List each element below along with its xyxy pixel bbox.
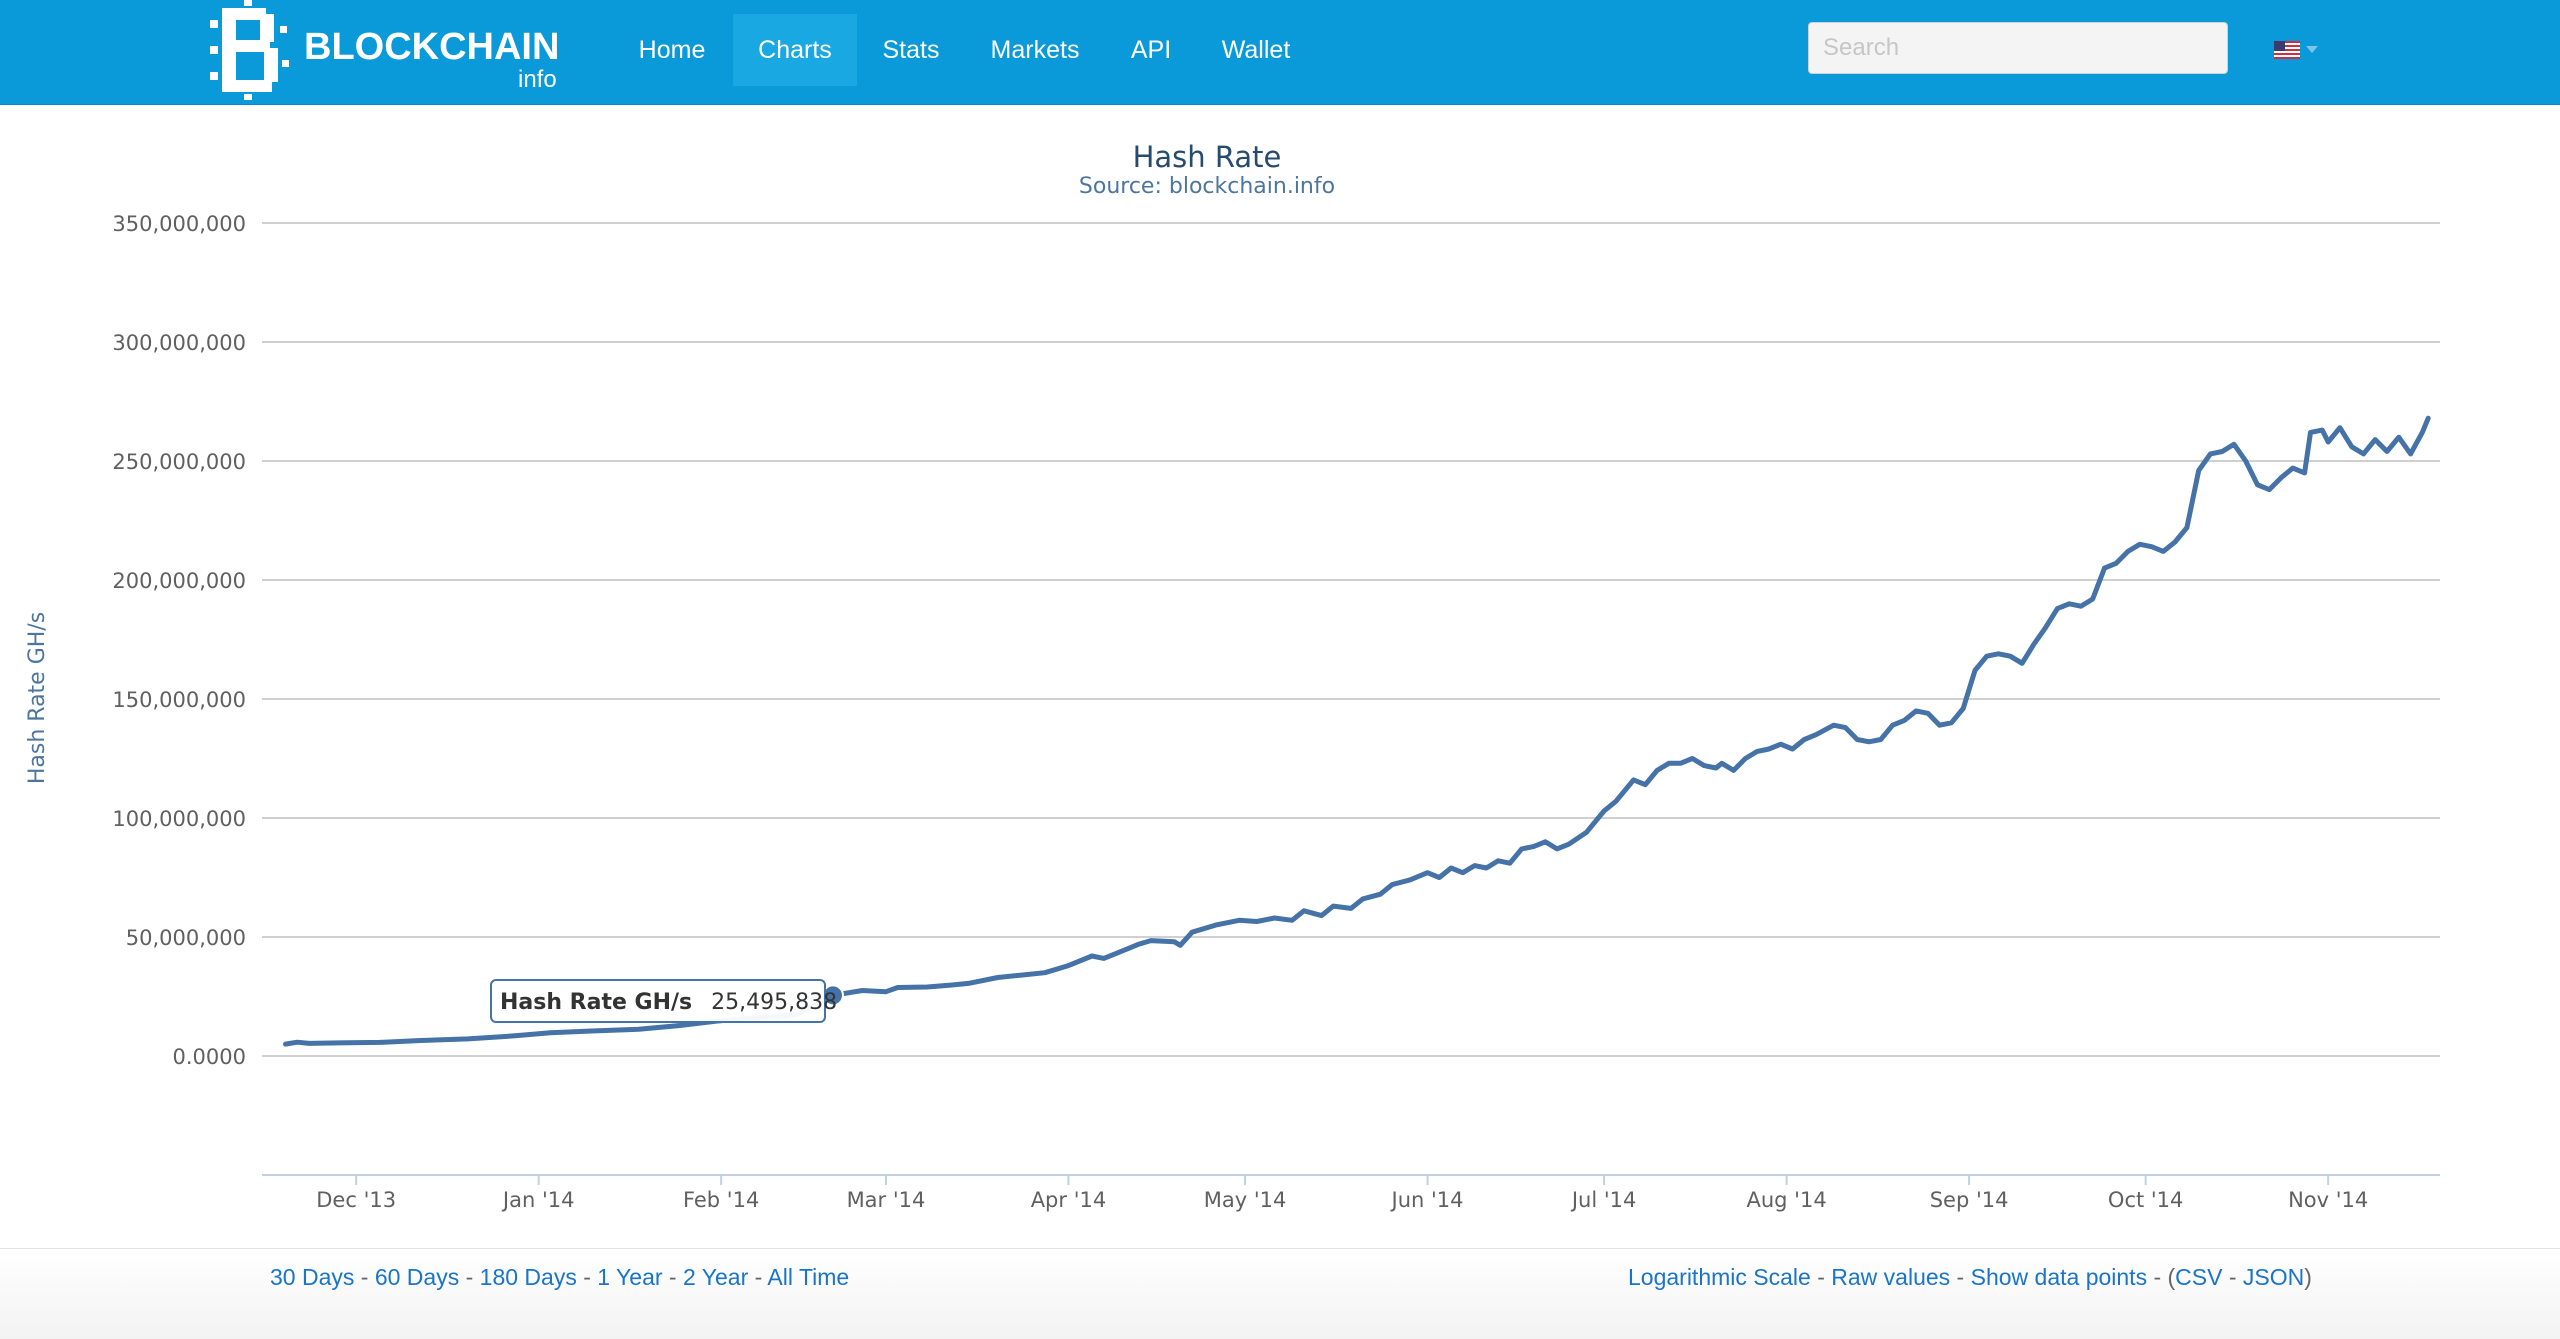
range-1-year-link[interactable]: 1 Year <box>597 1264 663 1290</box>
y-tick-label: 50,000,000 <box>126 926 246 950</box>
blockchain-logo-icon[interactable] <box>204 0 294 100</box>
x-tick-label: Mar '14 <box>847 1188 926 1212</box>
svg-text:Hash Rate GH/s 25,495,83: Hash Rate GH/s 25,495,838 <box>500 990 837 1015</box>
nav-charts[interactable]: Charts <box>733 14 857 86</box>
tooltip: Hash Rate GH/s 25,495,838 <box>490 979 837 1023</box>
show-data-points-link[interactable]: Show data points <box>1970 1264 2148 1290</box>
y-axis-ticks: 0.0000 50,000,000 100,000,000 150,000,000 20… <box>112 212 246 1069</box>
raw-values-link[interactable]: Raw values <box>1831 1264 1951 1290</box>
hash-rate-chart: 0.0000 50,000,000 100,000,000 150,000,000 20… <box>25 212 2440 1212</box>
search-input[interactable] <box>1808 22 2228 74</box>
logarithmic-scale-link[interactable]: Logarithmic Scale <box>1628 1264 1811 1290</box>
us-flag-icon[interactable] <box>2274 41 2300 59</box>
range-180-days-link[interactable]: 180 Days <box>479 1264 577 1290</box>
nav-api[interactable]: API <box>1130 36 1172 64</box>
y-tick-label: 300,000,000 <box>112 331 246 355</box>
chevron-down-icon[interactable] <box>2306 46 2318 54</box>
nav-markets[interactable]: Markets <box>990 36 1080 64</box>
x-tick-label: Dec '13 <box>316 1188 396 1212</box>
y-tick-label: 200,000,000 <box>112 569 246 593</box>
nav-stats[interactable]: Stats <box>882 36 940 64</box>
grid-lines <box>262 222 2440 1057</box>
chart-title: Hash Rate <box>1132 140 1282 174</box>
y-axis-label: Hash Rate GH/s <box>25 612 50 784</box>
time-range-links: 30 Days - 60 Days - 180 Days - 1 Year - … <box>270 1264 850 1290</box>
x-tick-label: Sep '14 <box>1930 1188 2009 1212</box>
nav-wallet[interactable]: Wallet <box>1221 36 1291 64</box>
top-navbar: BLOCKCHAIN info Home Charts Stats Market… <box>0 0 2560 105</box>
nav-home[interactable]: Home <box>638 36 706 64</box>
json-download-link[interactable]: JSON <box>2242 1264 2305 1290</box>
x-tick-label: Aug '14 <box>1747 1188 1827 1212</box>
x-tick-label: Oct '14 <box>2108 1188 2183 1212</box>
x-tick-label: Apr '14 <box>1031 1188 1107 1212</box>
chart-display-options: Logarithmic Scale - Raw values - Show da… <box>1628 1264 2312 1290</box>
x-tick-label: Jun '14 <box>1390 1188 1464 1212</box>
x-tick-label: Jan '14 <box>501 1188 575 1212</box>
x-tick-label: Nov '14 <box>2288 1188 2368 1212</box>
series-layer <box>283 415 2431 1047</box>
range-60-days-link[interactable]: 60 Days <box>374 1264 460 1290</box>
brand-sub: info <box>518 66 557 93</box>
tooltip-label: Hash Rate GH/s <box>500 990 692 1015</box>
range-2-year-link[interactable]: 2 Year <box>682 1264 749 1290</box>
y-tick-label: 250,000,000 <box>112 450 246 474</box>
y-tick-label: 150,000,000 <box>112 688 246 712</box>
range-30-days-link[interactable]: 30 Days <box>270 1264 355 1290</box>
y-tick-label: 0.0000 <box>173 1045 246 1069</box>
range-all-time-link[interactable]: All Time <box>767 1264 850 1290</box>
hash-rate-series-line <box>283 415 2431 1047</box>
x-tick-label: Feb '14 <box>683 1188 759 1212</box>
y-tick-label: 100,000,000 <box>112 807 246 831</box>
x-tick-label: May '14 <box>1204 1188 1287 1212</box>
y-tick-label: 350,000,000 <box>112 212 246 236</box>
x-axis: Dec '13 Jan '14 Feb '14 Mar '14 Apr '14 May '… <box>262 1174 2440 1212</box>
tooltip-value: 25,495,838 <box>711 990 837 1015</box>
csv-download-link[interactable]: CSV <box>2175 1264 2223 1290</box>
chart-subtitle: Source: blockchain.info <box>1078 174 1336 199</box>
x-tick-label: Jul '14 <box>1570 1188 1637 1212</box>
chart-options-footer <box>0 1248 2560 1339</box>
brand-name[interactable]: BLOCKCHAIN <box>304 26 560 68</box>
